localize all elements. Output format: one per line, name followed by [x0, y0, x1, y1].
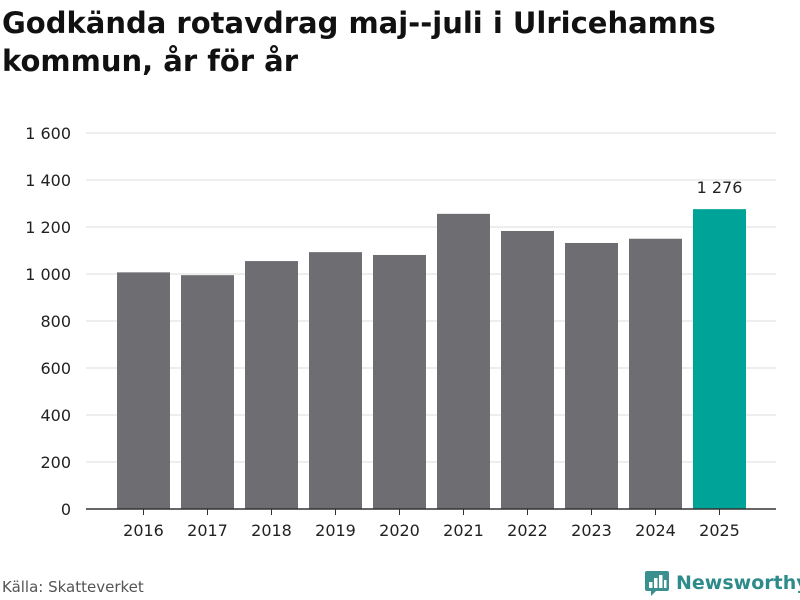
y-tick-label: 1 200 [25, 218, 71, 237]
data-labels: 1 276 [697, 178, 743, 197]
x-tick-label: 2016 [123, 521, 164, 540]
bar-2018 [245, 261, 298, 509]
chart-title: Godkända rotavdrag maj--juli i Ulriceham… [2, 6, 716, 78]
y-tick-label: 400 [40, 406, 71, 425]
y-tick-label: 1 400 [25, 171, 71, 190]
x-tick-label: 2020 [379, 521, 420, 540]
bars [117, 209, 746, 510]
bar-2025 [693, 209, 746, 509]
bar-2024 [629, 238, 682, 509]
brand-logo: Newsworthy [644, 568, 800, 598]
x-tick-label: 2019 [315, 521, 356, 540]
brand-name: Newsworthy [676, 572, 800, 594]
bar-2022 [501, 230, 554, 509]
x-tick-label: 2021 [443, 521, 484, 540]
y-tick-label: 1 000 [25, 265, 71, 284]
x-tick-label: 2018 [251, 521, 292, 540]
x-tick-label: 2017 [187, 521, 228, 540]
source-note: Källa: Skatteverket [2, 578, 144, 596]
y-tick-label: 200 [40, 453, 71, 472]
data-label: 1 276 [697, 178, 743, 197]
x-axis-ticks: 2016 2017 2018 2019 2020 2021 2022 2023 2024 2025 [123, 509, 740, 540]
y-tick-label: 0 [61, 500, 71, 519]
bar-2019 [309, 252, 362, 509]
y-tick-label: 1 600 [25, 124, 71, 143]
bar-chart-logo-icon [645, 571, 669, 596]
bar-2017 [181, 275, 234, 509]
x-tick-label: 2023 [571, 521, 612, 540]
x-tick-label: 2025 [699, 521, 740, 540]
bar-2016 [117, 272, 170, 509]
x-tick-label: 2022 [507, 521, 548, 540]
bar-2020 [373, 254, 426, 509]
bar-2023 [565, 242, 618, 510]
x-tick-label: 2024 [635, 521, 676, 540]
y-tick-label: 800 [40, 312, 71, 331]
y-tick-label: 600 [40, 359, 71, 378]
bar-2021 [437, 213, 490, 509]
y-axis-ticks: 0 200 400 600 800 1 000 1 200 1 400 1 600 [25, 124, 71, 519]
